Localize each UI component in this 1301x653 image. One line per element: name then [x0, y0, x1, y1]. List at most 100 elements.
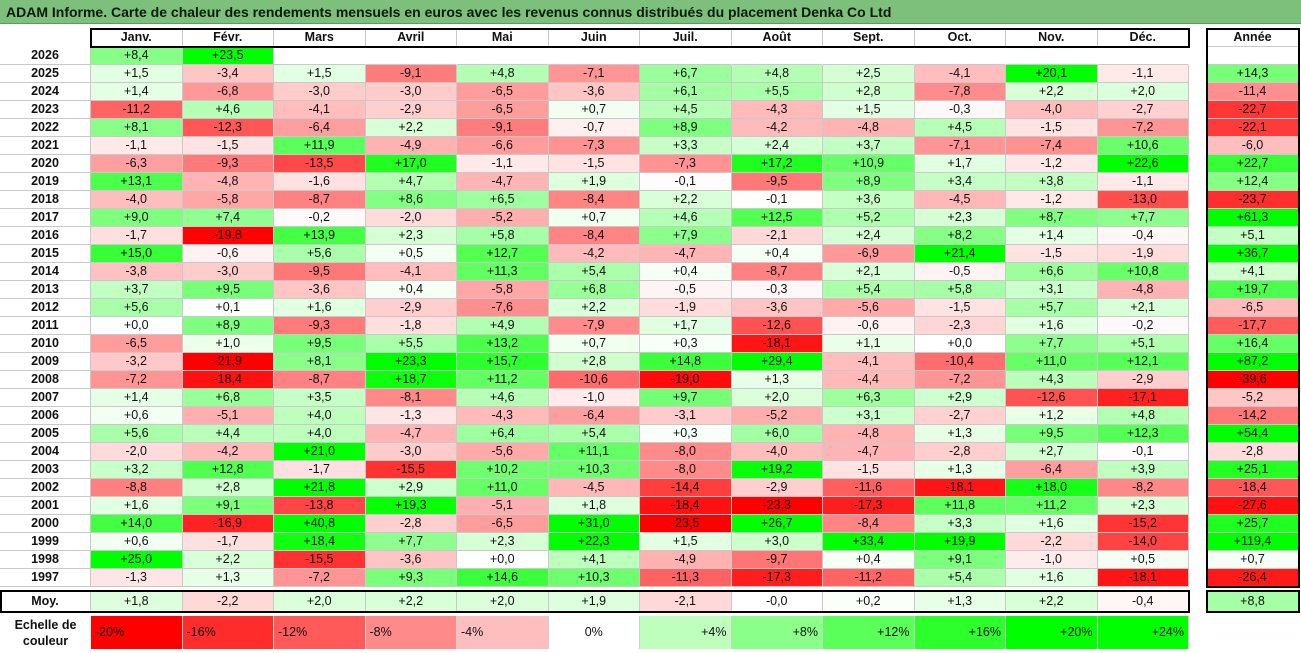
month-value: +4,1 — [548, 551, 640, 569]
year-label: 2009 — [0, 353, 91, 371]
month-value: -8,1 — [365, 389, 457, 407]
month-value: +1,5 — [823, 101, 915, 119]
month-value: +0,4 — [365, 281, 457, 299]
month-value: +11,8 — [914, 497, 1006, 515]
month-value: +14,8 — [640, 353, 732, 371]
month-value: -19,0 — [640, 371, 732, 389]
average-value: +2,0 — [457, 591, 549, 612]
month-value: +18,7 — [365, 371, 457, 389]
month-value: -6,4 — [274, 119, 366, 137]
month-value: -18,1 — [914, 479, 1006, 497]
month-value: +4,8 — [457, 65, 549, 83]
month-value: +2,2 — [1006, 83, 1098, 101]
month-value: +1,6 — [1006, 515, 1098, 533]
month-value: +2,2 — [548, 299, 640, 317]
month-value: +6,3 — [823, 389, 915, 407]
month-value: +3,7 — [823, 137, 915, 155]
month-value: +2,3 — [365, 227, 457, 245]
month-value: +0,4 — [823, 551, 915, 569]
month-value: -4,0 — [1006, 101, 1098, 119]
month-header: Févr. — [182, 28, 274, 47]
month-value — [640, 47, 732, 65]
month-value: +8,9 — [182, 317, 274, 335]
month-value: +40,8 — [274, 515, 366, 533]
month-value: -0,6 — [823, 317, 915, 335]
month-value — [731, 47, 823, 65]
month-value: -13,0 — [1097, 191, 1189, 209]
year-label: 1999 — [0, 533, 91, 551]
month-value: +4,6 — [182, 101, 274, 119]
month-value: -1,9 — [640, 299, 732, 317]
month-value: +5,4 — [548, 425, 640, 443]
month-value: -23,3 — [731, 497, 823, 515]
month-value — [548, 47, 640, 65]
month-value: -3,0 — [182, 263, 274, 281]
month-value: -6,5 — [457, 83, 549, 101]
month-value: +3,2 — [91, 461, 183, 479]
month-value — [274, 47, 366, 65]
month-value: -5,1 — [182, 407, 274, 425]
month-value: -2,7 — [1097, 101, 1189, 119]
month-value: +9,5 — [274, 335, 366, 353]
month-value: +1,7 — [914, 155, 1006, 173]
month-value: +9,3 — [365, 569, 457, 587]
month-value: +1,4 — [91, 83, 183, 101]
month-value: +2,8 — [182, 479, 274, 497]
month-value: -3,6 — [548, 83, 640, 101]
month-value: -4,2 — [182, 443, 274, 461]
month-value: +2,0 — [1097, 83, 1189, 101]
month-value: -3,8 — [91, 263, 183, 281]
month-value: -18,1 — [1097, 569, 1189, 587]
year-label: 2019 — [0, 173, 91, 191]
month-value: -1,7 — [274, 461, 366, 479]
month-value: -7,3 — [640, 155, 732, 173]
year-total-value: +119,4 — [1207, 533, 1299, 551]
year-total-value: -18,4 — [1207, 479, 1299, 497]
month-value: -0,5 — [914, 263, 1006, 281]
month-value: -8,7 — [274, 191, 366, 209]
month-value: +9,5 — [182, 281, 274, 299]
month-value: +12,3 — [1097, 425, 1189, 443]
month-value: +3,9 — [1097, 461, 1189, 479]
month-value: +21,0 — [274, 443, 366, 461]
chart-title: ADAM Informe. Carte de chaleur des rende… — [0, 0, 1301, 24]
month-value: -8,4 — [548, 191, 640, 209]
month-value: -0,1 — [731, 191, 823, 209]
month-value: +4,7 — [365, 173, 457, 191]
month-value: -5,2 — [457, 209, 549, 227]
month-value: +1,1 — [823, 335, 915, 353]
scale-label: Echelle de couleur — [14, 618, 77, 648]
month-value: +6,4 — [457, 425, 549, 443]
month-value: +1,3 — [731, 371, 823, 389]
month-value: -8,8 — [91, 479, 183, 497]
month-value: -1,1 — [1097, 173, 1189, 191]
month-value: +11,9 — [274, 137, 366, 155]
month-value: +2,7 — [1006, 443, 1098, 461]
month-value: +5,6 — [91, 425, 183, 443]
year-total-value: +4,1 — [1207, 263, 1299, 281]
month-value: -0,6 — [182, 245, 274, 263]
month-value: -1,9 — [1097, 245, 1189, 263]
month-header: Juin — [548, 28, 640, 47]
month-value: +4,8 — [1097, 407, 1189, 425]
month-value: -7,2 — [274, 569, 366, 587]
month-value: +20,1 — [1006, 65, 1098, 83]
month-value: -5,2 — [731, 407, 823, 425]
month-value: -4,1 — [914, 65, 1006, 83]
year-total-value: -26,4 — [1207, 569, 1299, 587]
year-total-header: Année — [1207, 28, 1299, 47]
month-value: +13,2 — [457, 335, 549, 353]
year-label: 1997 — [0, 569, 91, 587]
month-value: +10,3 — [548, 461, 640, 479]
month-value: -4,0 — [731, 443, 823, 461]
month-value: +2,2 — [365, 119, 457, 137]
month-value: +0,6 — [91, 407, 183, 425]
month-value: +5,2 — [823, 209, 915, 227]
month-value: +1,5 — [274, 65, 366, 83]
month-value: -1,8 — [365, 317, 457, 335]
month-value: +5,5 — [365, 335, 457, 353]
month-value: +0,4 — [640, 263, 732, 281]
year-label: 2015 — [0, 245, 91, 263]
month-value: +10,9 — [823, 155, 915, 173]
month-value: -3,1 — [640, 407, 732, 425]
